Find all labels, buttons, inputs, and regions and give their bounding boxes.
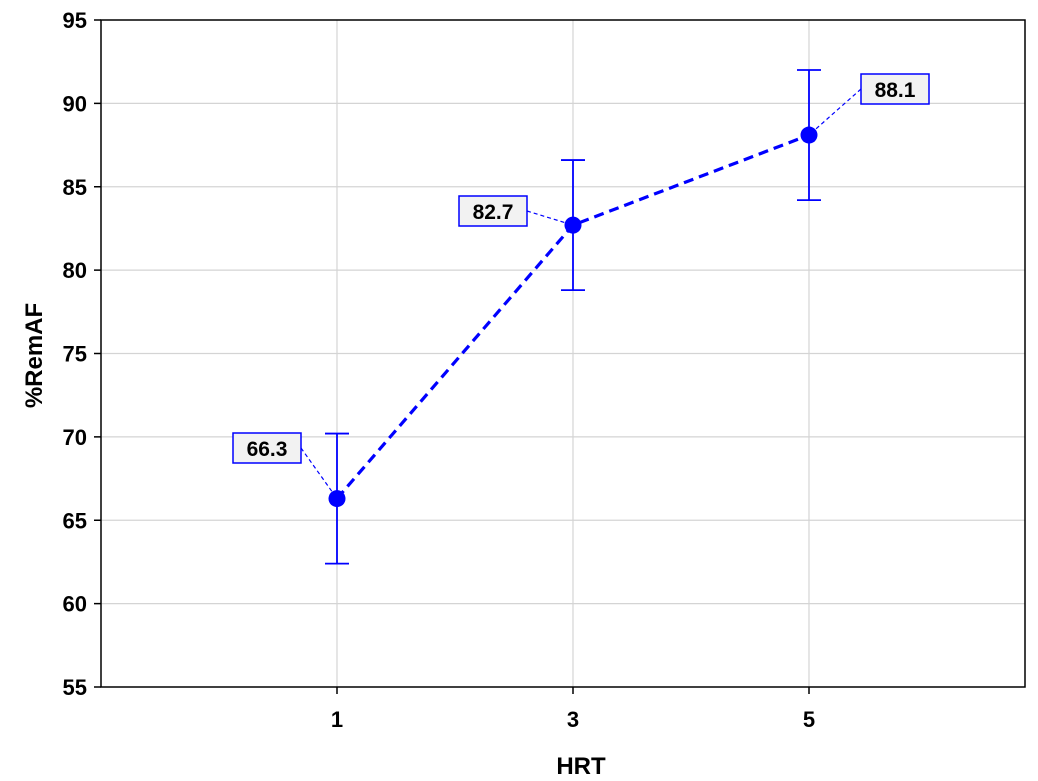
y-tick-label: 55 <box>63 675 87 700</box>
data-point <box>328 490 346 508</box>
data-label-text: 66.3 <box>247 438 288 461</box>
data-label-leader <box>300 447 338 499</box>
data-label-box <box>232 432 302 464</box>
data-label-text: 88.1 <box>875 79 916 102</box>
data-label: 88.1 <box>808 73 930 136</box>
data-label: 66.3 <box>232 432 338 499</box>
x-tick-label: 5 <box>803 707 815 732</box>
data-point <box>564 216 582 234</box>
tick-labels: 55 60 65 70 75 80 85 90 95 1 3 5 <box>63 8 816 732</box>
data-label-leader <box>808 88 862 136</box>
x-tick-label: 1 <box>331 707 343 732</box>
grid <box>101 20 1025 687</box>
y-tick-label: 70 <box>63 425 87 450</box>
data-label-text: 82.7 <box>473 201 514 224</box>
x-axis-title: HRT <box>556 753 606 780</box>
axes <box>94 19 1026 694</box>
x-tick-label: 3 <box>567 707 579 732</box>
data-label: 82.7 <box>458 195 574 227</box>
y-axis-title: %RemAF <box>21 303 48 408</box>
plot-frame <box>100 19 1026 688</box>
y-tick-label: 85 <box>63 175 87 200</box>
y-tick-label: 80 <box>63 258 87 283</box>
y-tick-label: 90 <box>63 91 87 116</box>
y-tick-label: 75 <box>63 342 87 367</box>
y-tick-label: 60 <box>63 592 87 617</box>
plot-area: 66.3 82.7 88.1 <box>232 69 930 565</box>
data-label-leader <box>526 210 574 226</box>
data-label-box <box>458 195 528 227</box>
y-tick-label: 65 <box>63 508 87 533</box>
y-tick-label: 95 <box>63 8 87 33</box>
data-label-box <box>860 73 930 105</box>
